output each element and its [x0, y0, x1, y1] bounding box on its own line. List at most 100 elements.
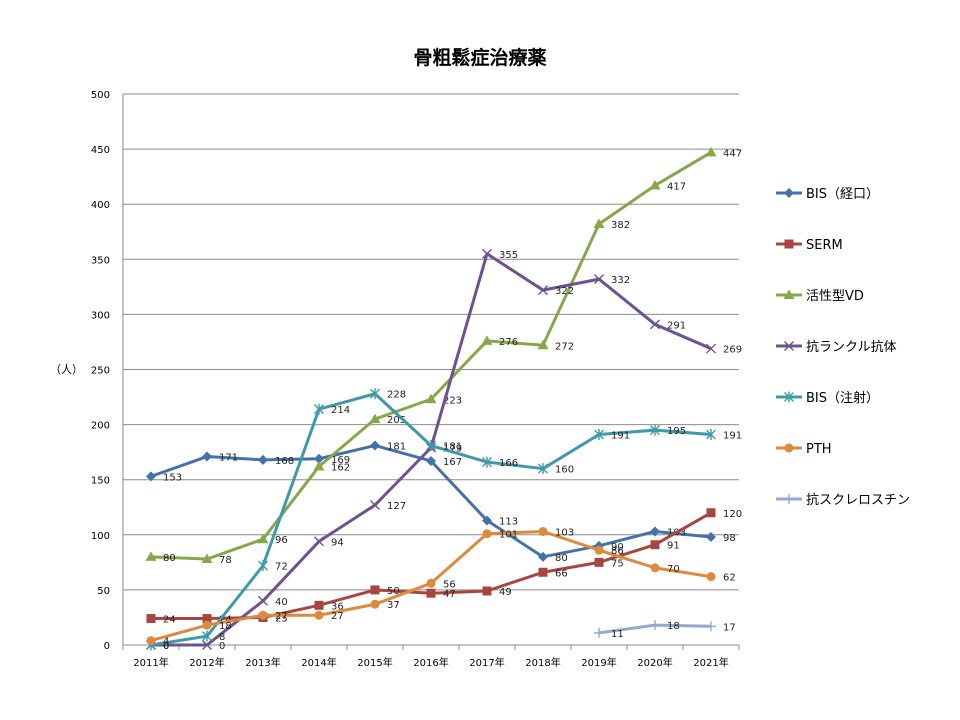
y-tick-label: 200: [91, 421, 110, 432]
data-point: [145, 551, 157, 561]
data-point: [705, 146, 717, 157]
data-point: [594, 545, 604, 555]
data-label: 171: [219, 453, 238, 464]
x-tick-label: 2013年: [245, 656, 280, 669]
data-label: 181: [443, 442, 462, 453]
legend-marker: [784, 239, 794, 249]
data-label: 18: [667, 621, 680, 632]
data-label: 25: [275, 613, 288, 624]
data-point: [258, 595, 268, 606]
data-label: 228: [387, 390, 406, 401]
data-point: [258, 454, 268, 465]
data-point: [706, 532, 716, 543]
data-label: 120: [723, 509, 742, 520]
data-point: [146, 471, 156, 482]
x-tick-label: 2015年: [357, 656, 392, 669]
data-label: 75: [611, 558, 624, 569]
data-label: 382: [611, 220, 630, 231]
data-point: [594, 627, 604, 638]
data-point: [369, 413, 381, 424]
data-label: 40: [275, 597, 288, 608]
data-label: 153: [163, 472, 182, 483]
data-label: 4: [163, 637, 169, 648]
data-label: 168: [275, 456, 294, 467]
data-point: [426, 440, 436, 452]
data-point: [425, 393, 437, 404]
series-7: 11 18 17: [594, 620, 736, 640]
data-label: 0: [163, 641, 169, 652]
legend-item: 抗ランクル抗体: [776, 340, 897, 355]
legend-marker: [784, 391, 794, 403]
data-label: 447: [723, 148, 742, 159]
data-point: [537, 339, 549, 350]
legend-item: 活性型VD: [776, 289, 864, 304]
data-point: [650, 540, 660, 550]
data-point: [370, 585, 380, 595]
legend-label: SERM: [806, 238, 843, 253]
data-label: 62: [723, 573, 736, 584]
x-tick-label: 2021年: [693, 656, 728, 669]
data-point: [482, 586, 492, 596]
data-label: 417: [667, 181, 686, 192]
x-tick-label: 2017年: [469, 656, 504, 669]
data-point: [370, 440, 380, 451]
legend-label: BIS（注射）: [806, 390, 879, 406]
legend-marker: [784, 341, 794, 351]
data-label: 181: [387, 442, 406, 453]
data-point: [314, 453, 324, 464]
axes: [122, 94, 740, 650]
data-point: [594, 429, 604, 441]
data-point: [146, 614, 156, 624]
data-label: 66: [555, 568, 568, 579]
data-point: [314, 403, 324, 415]
data-point: [650, 526, 660, 537]
legend-item: SERM: [776, 238, 843, 253]
data-label: 37: [387, 600, 400, 611]
data-label: 18: [219, 621, 232, 632]
data-label: 96: [275, 535, 288, 546]
data-label: 162: [331, 462, 350, 473]
legend-item: BIS（経口）: [776, 187, 879, 202]
data-label: 166: [499, 458, 518, 469]
legend-marker: [783, 289, 795, 299]
data-point: [538, 463, 548, 475]
y-tick-labels: 0 50 100 150 200 250 300 350 400 450 500: [91, 90, 110, 652]
legend-marker: [784, 188, 794, 198]
chart-title: 骨粗鬆症治療薬: [413, 46, 546, 69]
legend-item: BIS（注射）: [776, 390, 879, 406]
data-point: [594, 557, 604, 567]
y-tick-label: 100: [91, 531, 110, 542]
data-point: [538, 567, 548, 577]
data-label: 78: [219, 555, 232, 566]
x-tick-label: 2020年: [637, 656, 672, 669]
data-label: 50: [387, 586, 400, 597]
y-tick-label: 250: [91, 366, 110, 377]
data-label: 86: [611, 546, 624, 557]
legend-label: BIS（経口）: [806, 187, 879, 202]
data-label: 276: [499, 337, 518, 348]
data-label: 214: [331, 405, 350, 416]
legend-item: PTH: [776, 442, 832, 457]
gridlines: [123, 93, 739, 591]
data-label: 291: [667, 320, 686, 331]
data-label: 113: [499, 516, 518, 527]
x-tick-labels: 2011年 2012年 2013年 2014年 2015年 2016年 2017年 2018年…: [133, 656, 728, 669]
data-point: [594, 274, 604, 285]
data-label: 191: [611, 431, 630, 442]
data-label: 27: [275, 611, 288, 622]
data-label: 160: [555, 465, 574, 476]
data-label: 103: [555, 527, 574, 538]
legend-item: 抗スクレロスチン: [776, 493, 910, 508]
data-label: 90: [611, 542, 624, 553]
data-point: [146, 636, 156, 646]
data-label: 11: [611, 629, 624, 640]
data-point: [313, 460, 325, 471]
legend-label: 抗スクレロスチン: [806, 493, 910, 508]
y-tick-label: 0: [104, 641, 110, 652]
data-label: 167: [443, 457, 462, 468]
data-point: [706, 343, 716, 354]
data-label: 24: [219, 615, 232, 626]
data-point: [202, 640, 212, 650]
data-point: [202, 451, 212, 462]
